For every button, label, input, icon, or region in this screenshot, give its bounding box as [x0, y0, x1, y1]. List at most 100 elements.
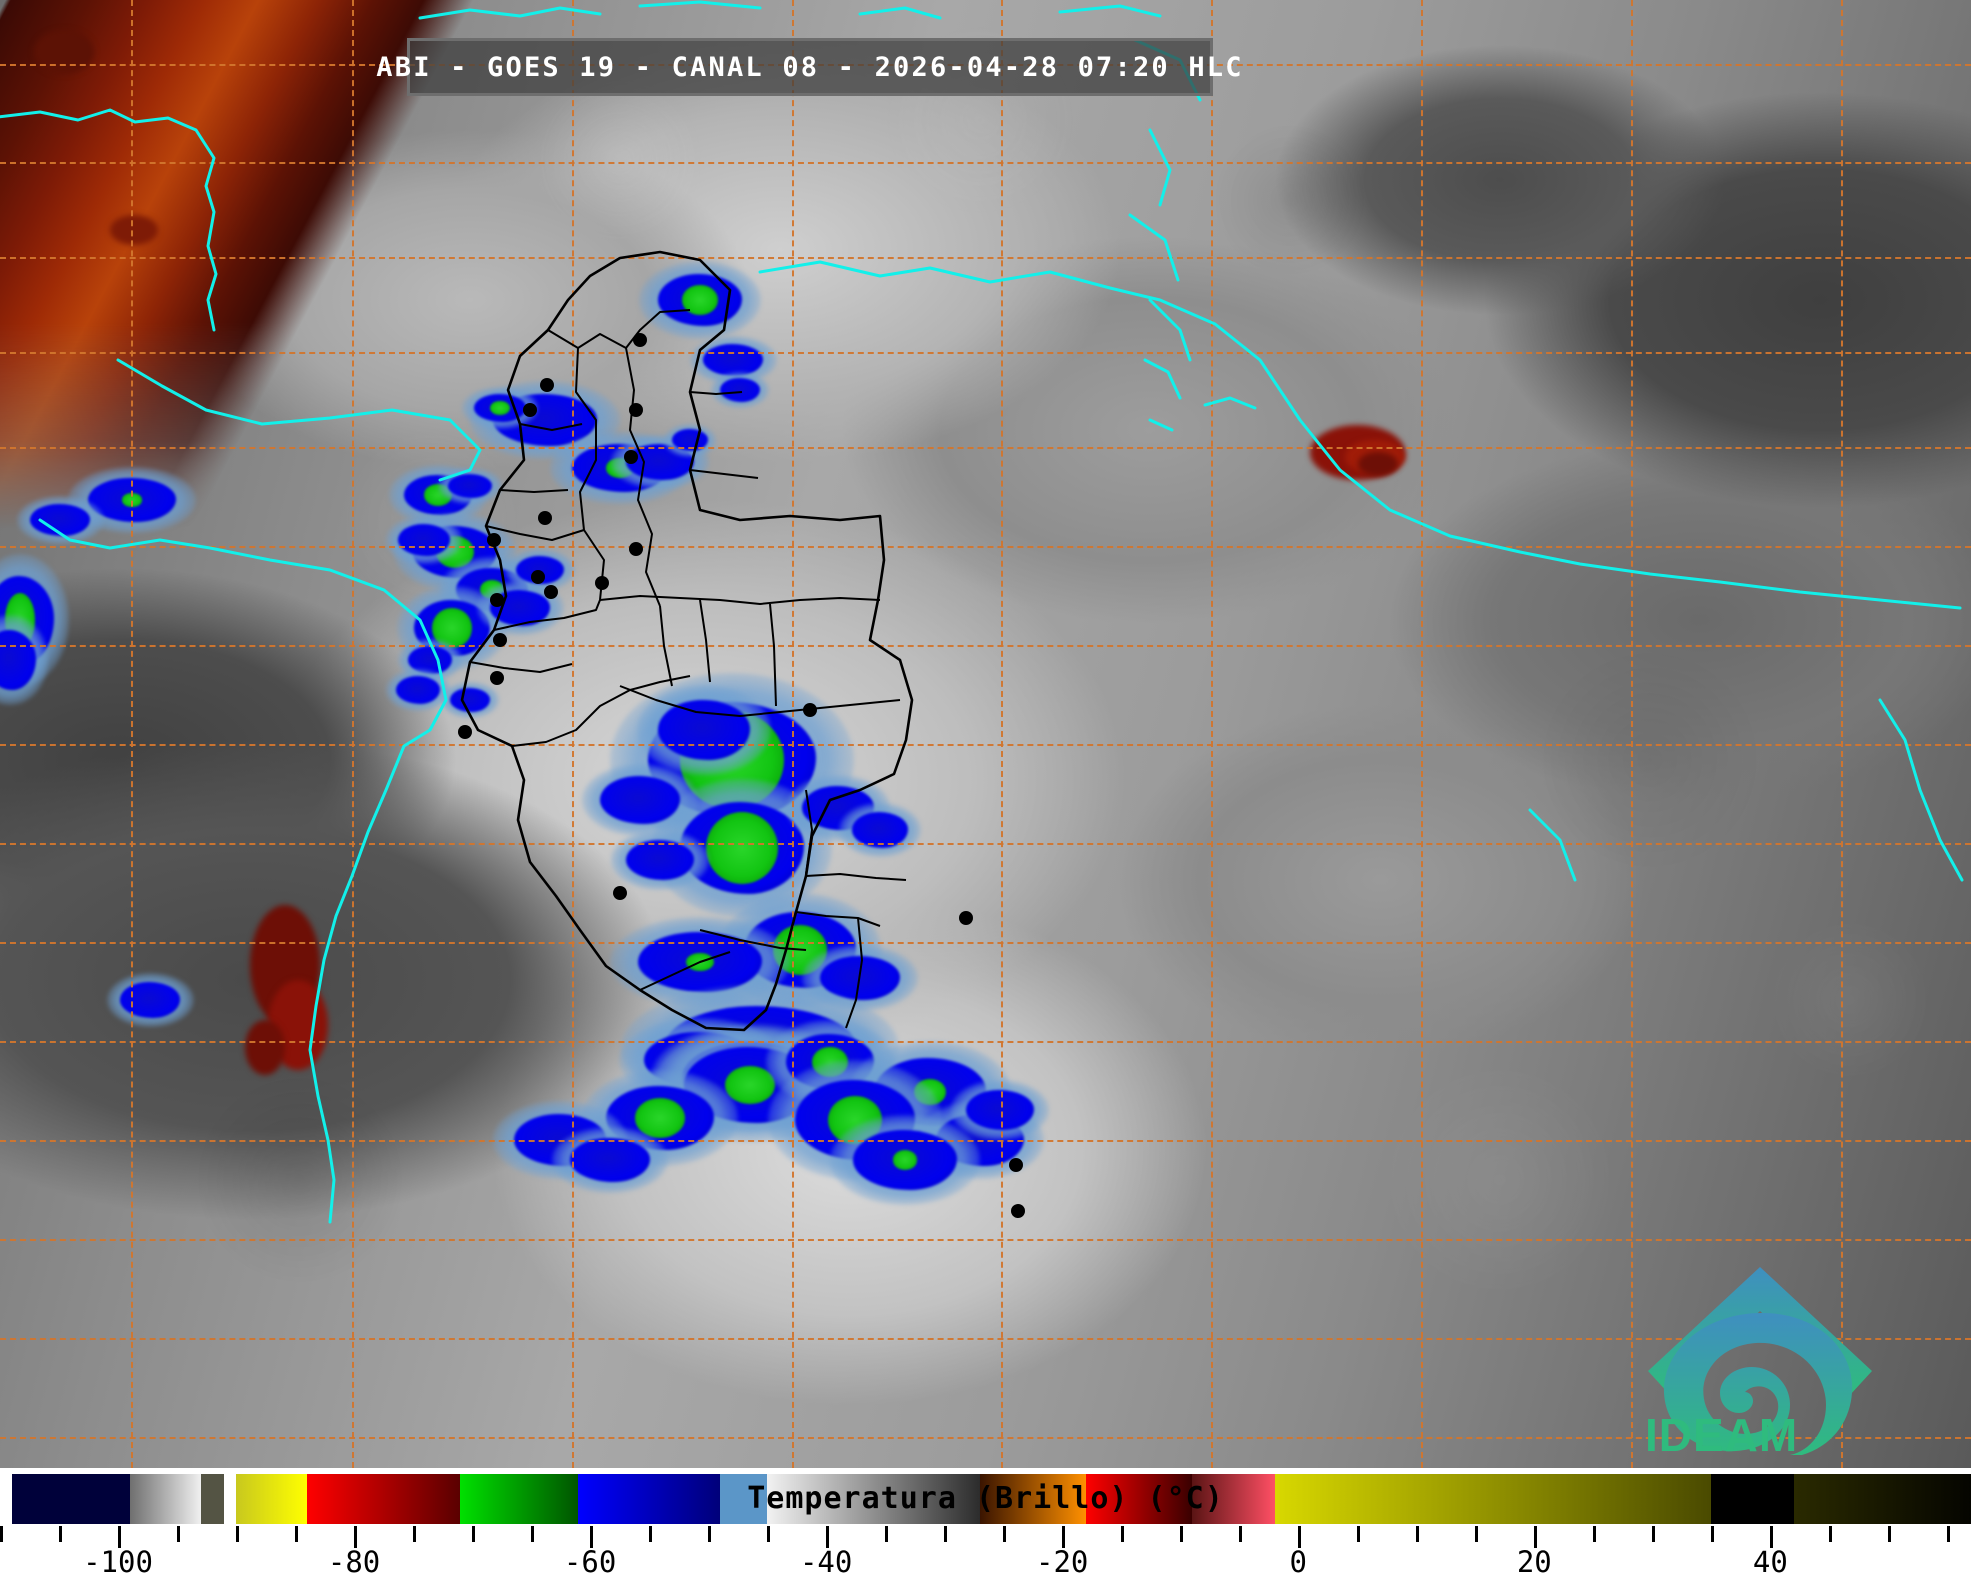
coastline-lesser-antilles-east [1528, 698, 1964, 882]
colorbar-segment-maroon-to-pink-ramp [1192, 1474, 1275, 1524]
map-vector-overlay [0, 0, 1964, 1224]
colorbar-tick-50 [1888, 1526, 1892, 1542]
colorbar-tick--65 [531, 1526, 535, 1542]
warm-patch-5 [245, 1020, 285, 1075]
cold-cloud-top-core-34 [724, 1065, 776, 1105]
ideam-logo-text: IDEAM [1645, 1409, 1799, 1461]
colorbar-tick-0 [1298, 1526, 1302, 1548]
colorbar-tick-35 [1711, 1526, 1715, 1542]
convective-cell-22 [658, 700, 750, 760]
colorbar-segment-steel-blue [719, 1474, 768, 1524]
colorbar-tick-15 [1475, 1526, 1479, 1542]
convective-cell-1 [703, 344, 763, 376]
coastline-central-america [0, 108, 218, 332]
colorbar-tick-55 [1947, 1526, 1951, 1542]
graticule-meridian-7 [1631, 0, 1633, 1468]
colorbar-tick-label-40: 40 [1752, 1545, 1788, 1577]
cold-cloud-top-core-23 [706, 811, 778, 884]
colorbar-tick--20 [1062, 1526, 1066, 1548]
colorbar-tick-5 [1357, 1526, 1361, 1542]
graticule-meridian-5 [1211, 0, 1213, 1468]
department-boundaries [469, 309, 907, 1029]
colorbar-segment-red-dark-ramp [1085, 1474, 1193, 1524]
convective-cell-16 [450, 688, 490, 712]
colorbar-tick--45 [767, 1526, 771, 1542]
colorbar-tick-label-0: 0 [1289, 1545, 1307, 1577]
convective-cell-7 [448, 474, 492, 498]
colorbar-tick--15 [1121, 1526, 1125, 1542]
colorbar-segment-yellow-ramp [236, 1474, 307, 1524]
ideam-logo [1640, 1255, 1890, 1455]
convective-cell-40 [570, 1138, 650, 1182]
colorbar-segment-white-to-black-ramp [767, 1474, 980, 1524]
colorbar-tick-30 [1652, 1526, 1656, 1542]
colorbar-tick--85 [295, 1526, 299, 1542]
graticule-parallel-1 [0, 162, 1971, 164]
graticule-parallel-5 [0, 546, 1971, 548]
convective-cell-44 [120, 982, 180, 1018]
colorbar-segment-brown-to-orange-ramp [979, 1474, 1086, 1524]
colorbar-tick--5 [1239, 1526, 1243, 1542]
graticule-parallel-10 [0, 1041, 1971, 1043]
colorbar-tick-40 [1770, 1526, 1774, 1548]
graticule-parallel-12 [0, 1239, 1971, 1241]
colorbar-tick-label--40: -40 [799, 1545, 853, 1577]
city-markers [458, 333, 1025, 1218]
graticule-parallel-9 [0, 942, 1971, 944]
colorbar-segment-white [0, 1474, 12, 1524]
colorbar-tick-label--20: -20 [1036, 1545, 1089, 1577]
colorbar-segment-dark-navy [11, 1474, 130, 1524]
graticule-parallel-13 [0, 1338, 1971, 1340]
colorbar-tick--90 [236, 1526, 240, 1542]
graticule-meridian-8 [1841, 0, 1843, 1468]
colorbar-panel: Temperatura (Brillo) (°C) -100 -80 -60 -40-… [0, 1468, 1971, 1577]
colorbar-segment-yellow-to-olive-ramp [1274, 1474, 1712, 1524]
colorbar-segment-red-ramp [306, 1474, 461, 1524]
colorbar-tick--25 [1003, 1526, 1007, 1542]
graticule-meridian-2 [572, 0, 574, 1468]
convective-cell-15 [396, 676, 440, 704]
convective-cell-25 [626, 840, 694, 880]
warm-patch-6 [34, 30, 94, 74]
convective-cell-27 [852, 812, 908, 848]
cold-cloud-top-core-3 [490, 400, 510, 416]
colorbar-segment-dark-olive-ramp [1793, 1474, 1971, 1524]
warm-patch-2 [1358, 452, 1398, 476]
graticule-parallel-8 [0, 843, 1971, 845]
graticule-meridian-4 [1001, 0, 1003, 1468]
warm-temperature-region [0, 0, 1971, 1468]
colorbar-tick--70 [472, 1526, 476, 1542]
colorbar-tick--30 [944, 1526, 948, 1542]
graticule-grid [0, 0, 1971, 1468]
coastline-pacific-colombia [38, 358, 482, 748]
graticule-parallel-7 [0, 744, 1971, 746]
colorbar-tick-label-20: 20 [1516, 1545, 1552, 1577]
coastline-venezuela-north [758, 260, 1962, 610]
colorbar-tick--75 [413, 1526, 417, 1542]
warm-patch-7 [110, 215, 158, 245]
coastline-ecuador-peru-pacific [308, 744, 406, 1224]
colorbar-tick-10 [1416, 1526, 1420, 1542]
convective-cloud-cells [0, 261, 1050, 1205]
graticule-meridian-0 [131, 0, 133, 1468]
border-colombia [460, 250, 914, 1032]
product-title-plate: ABI - GOES 19 - CANAL 08 - 2026-04-28 07… [376, 38, 1242, 96]
convective-cell-42 [966, 1090, 1034, 1130]
colorbar-tick--55 [649, 1526, 653, 1542]
satellite-raster: ABI - GOES 19 - CANAL 08 - 2026-04-28 07… [0, 0, 1971, 1468]
graticule-parallel-6 [0, 645, 1971, 647]
graticule-parallel-3 [0, 352, 1971, 354]
colorbar-tick-label--80: -80 [327, 1545, 381, 1577]
colorbar-tick-20 [1534, 1526, 1538, 1548]
colorbar-segment-white [224, 1474, 237, 1524]
colorbar-tick--105 [59, 1526, 62, 1542]
colorbar-segment-black [1711, 1474, 1794, 1524]
colorbar-tick-label--100: -100 [83, 1545, 153, 1577]
graticule-parallel-4 [0, 447, 1971, 449]
colorbar-tick--95 [177, 1526, 181, 1542]
ideam-spiral-roof-icon [1648, 1267, 1872, 1455]
colorbar-gradient [0, 1474, 1971, 1524]
warm-temperature-patches [34, 30, 1405, 1075]
colorbar-tick-45 [1829, 1526, 1833, 1542]
cold-cloud-top-core-37 [635, 1098, 685, 1138]
